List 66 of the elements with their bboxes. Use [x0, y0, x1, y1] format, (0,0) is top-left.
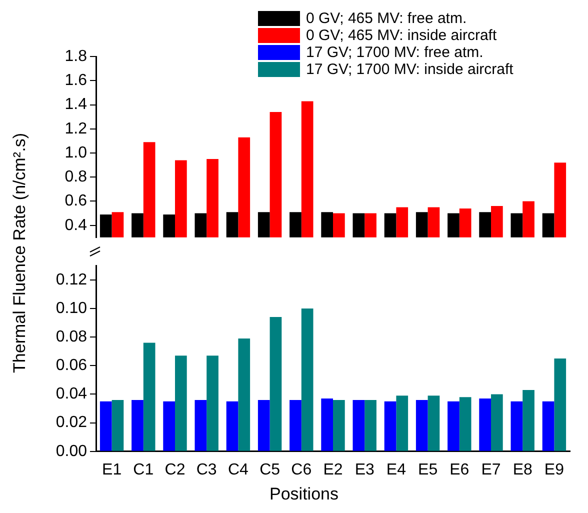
x-tick-label: E9 [544, 461, 564, 478]
bar [428, 396, 440, 451]
bar [522, 390, 534, 451]
y-tick-label: 0.08 [56, 328, 88, 346]
y-tick-label: 0.00 [56, 442, 88, 460]
bar [194, 400, 207, 451]
bar [206, 356, 218, 451]
x-tick-label: E5 [418, 461, 438, 478]
bar [416, 400, 428, 451]
bar [163, 401, 175, 451]
y-tick-label: 0.10 [56, 300, 88, 317]
x-tick-label: E3 [354, 461, 374, 478]
x-tick-label: E8 [512, 461, 532, 478]
x-tick-label: E2 [323, 461, 343, 478]
legend-label: 0 GV; 465 MV: free atm. [306, 10, 467, 27]
x-axis-title: Positions [270, 484, 338, 504]
x-tick-label: E7 [481, 461, 501, 478]
bar [132, 400, 144, 451]
legend-label: 17 GV; 1700 MV: inside aircraft [306, 61, 514, 78]
bar [491, 394, 503, 451]
legend-label: 0 GV; 465 MV: inside aircraft [306, 27, 497, 44]
legend-label: 17 GV; 1700 MV: free atm. [306, 44, 484, 61]
y-tick-label: 1.6 [64, 72, 88, 90]
bar [258, 400, 270, 451]
bar [459, 397, 472, 451]
y-tick-label: 1.0 [64, 144, 88, 162]
bar [448, 401, 460, 451]
bar [333, 400, 345, 451]
bar [396, 396, 408, 451]
bar [542, 401, 554, 451]
bar [479, 398, 491, 451]
bar [352, 400, 365, 451]
y-tick-label: 0.8 [64, 168, 88, 186]
y-tick-label: 0.06 [56, 357, 88, 374]
x-tick-label: C2 [164, 461, 186, 478]
y-tick-label: 0.4 [64, 216, 88, 234]
y-tick-label: 0.6 [64, 192, 88, 210]
x-tick-label: C5 [260, 461, 280, 478]
x-tick-label: E1 [102, 461, 122, 478]
x-tick-label: C1 [133, 461, 154, 478]
bar [238, 338, 250, 451]
y-tick-label: 0.04 [56, 386, 88, 403]
bar [100, 401, 112, 451]
bar [270, 317, 282, 451]
x-tick-label: C6 [291, 461, 312, 478]
y-tick-label: 0.12 [56, 271, 88, 288]
bar [112, 400, 124, 451]
y-tick-label: 1.4 [64, 96, 88, 114]
bar [321, 398, 333, 451]
x-tick-label: C3 [196, 461, 217, 478]
bar [226, 401, 238, 451]
bar [290, 400, 302, 451]
y-tick-label: 0.02 [56, 414, 88, 432]
bar [143, 342, 156, 451]
x-tick-label: C4 [228, 461, 249, 478]
bar [510, 401, 523, 451]
x-tick-label: E4 [386, 461, 406, 478]
y-axis-title: Thermal Fluence Rate (n/cm².s) [10, 133, 30, 373]
x-tick-label: E6 [450, 461, 470, 478]
bar [364, 400, 376, 451]
bar [175, 356, 187, 451]
y-tick-label: 1.8 [64, 48, 88, 66]
bar [301, 308, 314, 451]
bar [554, 358, 566, 451]
y-tick-label: 1.2 [64, 120, 88, 138]
bar [384, 401, 396, 451]
